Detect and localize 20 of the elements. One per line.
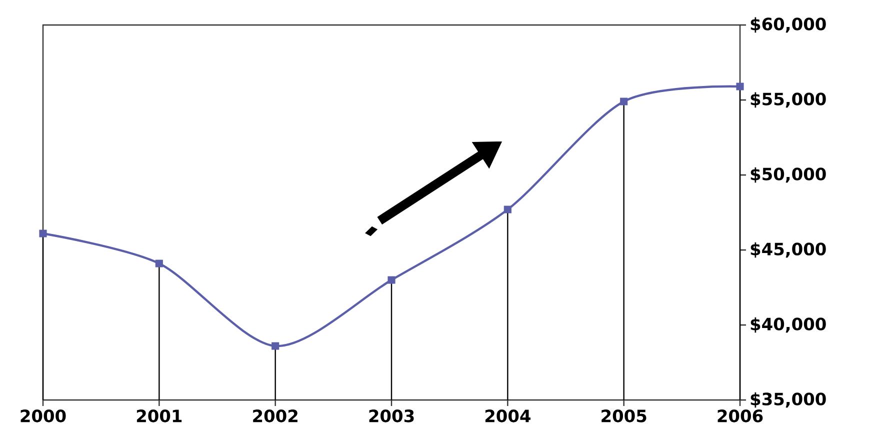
x-tick-label: 2000 [20, 410, 66, 422]
x-tick-label: 2002 [253, 410, 298, 422]
point [155, 260, 163, 268]
y-tick-label: $50,000 [750, 167, 826, 183]
x-tick-label: 2004 [485, 410, 530, 422]
x-tick-label: 2001 [136, 410, 182, 422]
point [736, 82, 744, 90]
x-tick-label: 2003 [369, 410, 414, 422]
y-tick-label: $35,000 [750, 392, 826, 408]
x-tick-label: 2005 [602, 410, 646, 422]
point [620, 98, 628, 106]
x-tick-label: 2006 [718, 410, 763, 422]
y-tick-label: $60,000 [750, 17, 826, 33]
y-tick-label: $55,000 [750, 92, 826, 108]
y-tick-label: $45,000 [750, 242, 826, 258]
point [504, 206, 512, 214]
y-tick-label: $40,000 [750, 317, 826, 333]
point [39, 230, 47, 238]
point [272, 342, 280, 350]
point [388, 276, 396, 284]
